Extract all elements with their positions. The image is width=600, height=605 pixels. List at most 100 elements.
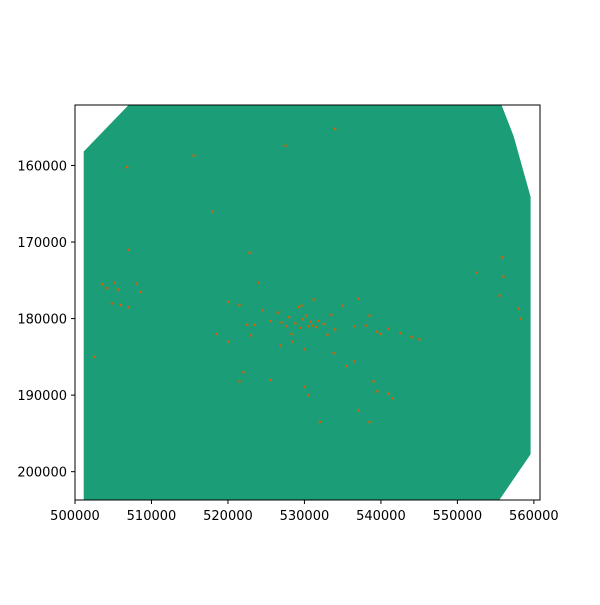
data-point [307, 325, 310, 328]
data-point [387, 327, 390, 330]
data-point [192, 154, 195, 157]
data-point [314, 326, 318, 329]
x-tick-label: 540000 [356, 509, 406, 524]
data-point [284, 144, 287, 147]
data-point [93, 355, 96, 359]
data-point [345, 365, 348, 368]
data-point [126, 166, 129, 169]
y-tick-label: 170000 [17, 236, 67, 251]
data-point [113, 281, 116, 284]
data-point [288, 316, 291, 319]
data-point [238, 303, 241, 306]
data-point [305, 314, 308, 317]
data-point [269, 319, 272, 323]
data-point [110, 302, 113, 305]
data-point [139, 290, 142, 293]
data-point [353, 325, 356, 328]
data-point [106, 287, 109, 290]
data-point [119, 303, 123, 306]
data-point [246, 323, 249, 326]
x-tick-label: 520000 [203, 509, 253, 524]
data-point [242, 371, 245, 374]
data-point [519, 317, 523, 320]
data-point [238, 380, 241, 383]
data-point [253, 323, 256, 326]
data-point [311, 324, 314, 327]
data-point [317, 319, 320, 323]
data-point [410, 335, 413, 339]
data-point [127, 306, 130, 309]
data-point [341, 304, 344, 307]
data-point [322, 322, 325, 326]
data-point [297, 306, 300, 309]
data-point [116, 288, 119, 291]
data-point [279, 344, 282, 347]
data-point [376, 390, 379, 393]
x-tick-label: 500000 [50, 509, 100, 524]
data-point [353, 360, 356, 363]
data-point [312, 298, 315, 301]
data-point [368, 420, 371, 424]
data-point [215, 332, 218, 336]
region-layer [83, 105, 531, 500]
x-tick-label: 530000 [280, 509, 330, 524]
data-point [500, 256, 503, 259]
data-point [309, 320, 312, 323]
x-tick-label: 550000 [433, 509, 483, 524]
data-point [475, 271, 478, 274]
y-axis: 160000 170000 180000 190000 200000 [17, 159, 75, 481]
data-point [418, 338, 421, 341]
plot-frame [74, 104, 541, 501]
data-point [249, 334, 253, 337]
data-point [291, 340, 294, 343]
data-point [318, 420, 321, 424]
x-axis: 500000 510000 520000 530000 540000 550000 5600… [50, 500, 559, 524]
data-point [372, 380, 375, 383]
data-point [502, 275, 505, 278]
data-point [211, 210, 214, 213]
data-point [334, 328, 337, 331]
data-point [100, 283, 103, 286]
y-tick-label: 160000 [17, 159, 67, 174]
data-point [227, 340, 230, 343]
data-point [135, 282, 138, 285]
y-tick-label: 190000 [17, 389, 67, 404]
data-point [379, 332, 383, 336]
data-point [517, 307, 520, 310]
data-point [307, 394, 310, 397]
data-point [269, 378, 272, 381]
data-point [332, 352, 335, 355]
y-tick-label: 180000 [17, 313, 67, 328]
data-point [303, 385, 306, 388]
data-point [248, 251, 251, 254]
data-point [357, 409, 360, 412]
data-point [280, 321, 283, 324]
data-point [498, 294, 501, 297]
data-point [334, 127, 337, 130]
data-point [294, 322, 297, 325]
y-tick-label: 200000 [17, 466, 67, 481]
data-point [300, 304, 303, 307]
data-point [127, 248, 130, 251]
data-point [376, 330, 379, 333]
data-point [399, 332, 402, 335]
data-point [326, 333, 329, 336]
data-point [364, 324, 367, 327]
data-point [387, 392, 390, 395]
points-layer [93, 127, 523, 424]
data-point [391, 397, 394, 400]
x-tick-label: 510000 [127, 509, 177, 524]
x-tick-label: 560000 [509, 509, 559, 524]
data-point [368, 314, 371, 317]
data-point [290, 332, 293, 336]
data-point [299, 326, 302, 329]
filled-region [83, 105, 531, 500]
data-point [276, 311, 279, 314]
data-point [227, 300, 230, 303]
data-point [285, 325, 288, 328]
data-point [357, 297, 360, 300]
data-point [303, 348, 306, 351]
data-point [261, 309, 264, 312]
